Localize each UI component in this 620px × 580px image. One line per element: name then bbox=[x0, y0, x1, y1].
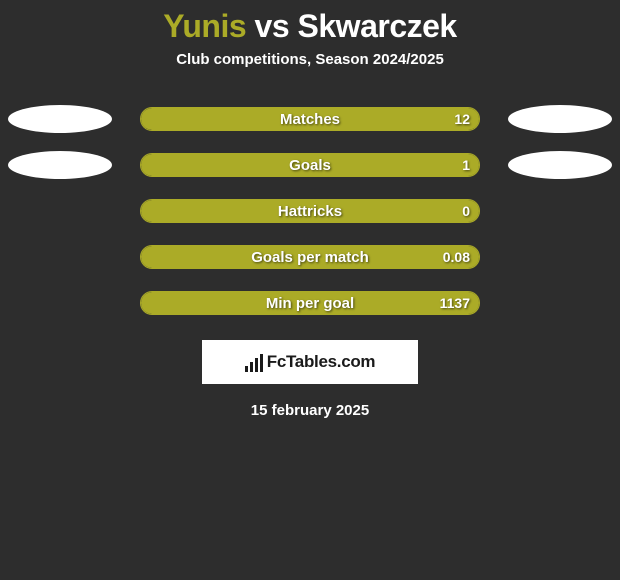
stat-bar bbox=[140, 107, 480, 131]
player1-name: Yunis bbox=[163, 8, 246, 44]
stat-bar-fill bbox=[141, 108, 479, 130]
player1-ellipse bbox=[8, 105, 112, 133]
stat-bar bbox=[140, 153, 480, 177]
player2-ellipse bbox=[508, 151, 612, 179]
chart-icon bbox=[245, 352, 263, 372]
vs-label: vs bbox=[255, 8, 290, 44]
stat-bar bbox=[140, 199, 480, 223]
stat-row: Goals1 bbox=[0, 142, 620, 188]
title: Yunis vs Skwarczek bbox=[0, 8, 620, 45]
date-label: 15 february 2025 bbox=[0, 402, 620, 419]
subtitle: Club competitions, Season 2024/2025 bbox=[0, 51, 620, 68]
stat-bar-fill bbox=[141, 154, 479, 176]
stat-bar-fill bbox=[141, 246, 479, 268]
stats-card: Yunis vs Skwarczek Club competitions, Se… bbox=[0, 0, 620, 419]
stat-bar-fill bbox=[141, 292, 479, 314]
stat-row: Min per goal1137 bbox=[0, 280, 620, 326]
player2-ellipse bbox=[508, 105, 612, 133]
player2-name: Skwarczek bbox=[298, 8, 457, 44]
stat-row: Matches12 bbox=[0, 96, 620, 142]
player1-ellipse bbox=[8, 151, 112, 179]
stat-bar bbox=[140, 291, 480, 315]
badge-text: FcTables.com bbox=[267, 352, 376, 372]
stat-bar bbox=[140, 245, 480, 269]
stat-bar-fill bbox=[141, 200, 479, 222]
stat-row: Hattricks0 bbox=[0, 188, 620, 234]
stat-row: Goals per match0.08 bbox=[0, 234, 620, 280]
site-badge[interactable]: FcTables.com bbox=[202, 340, 418, 384]
stats-rows: Matches12Goals1Hattricks0Goals per match… bbox=[0, 96, 620, 326]
